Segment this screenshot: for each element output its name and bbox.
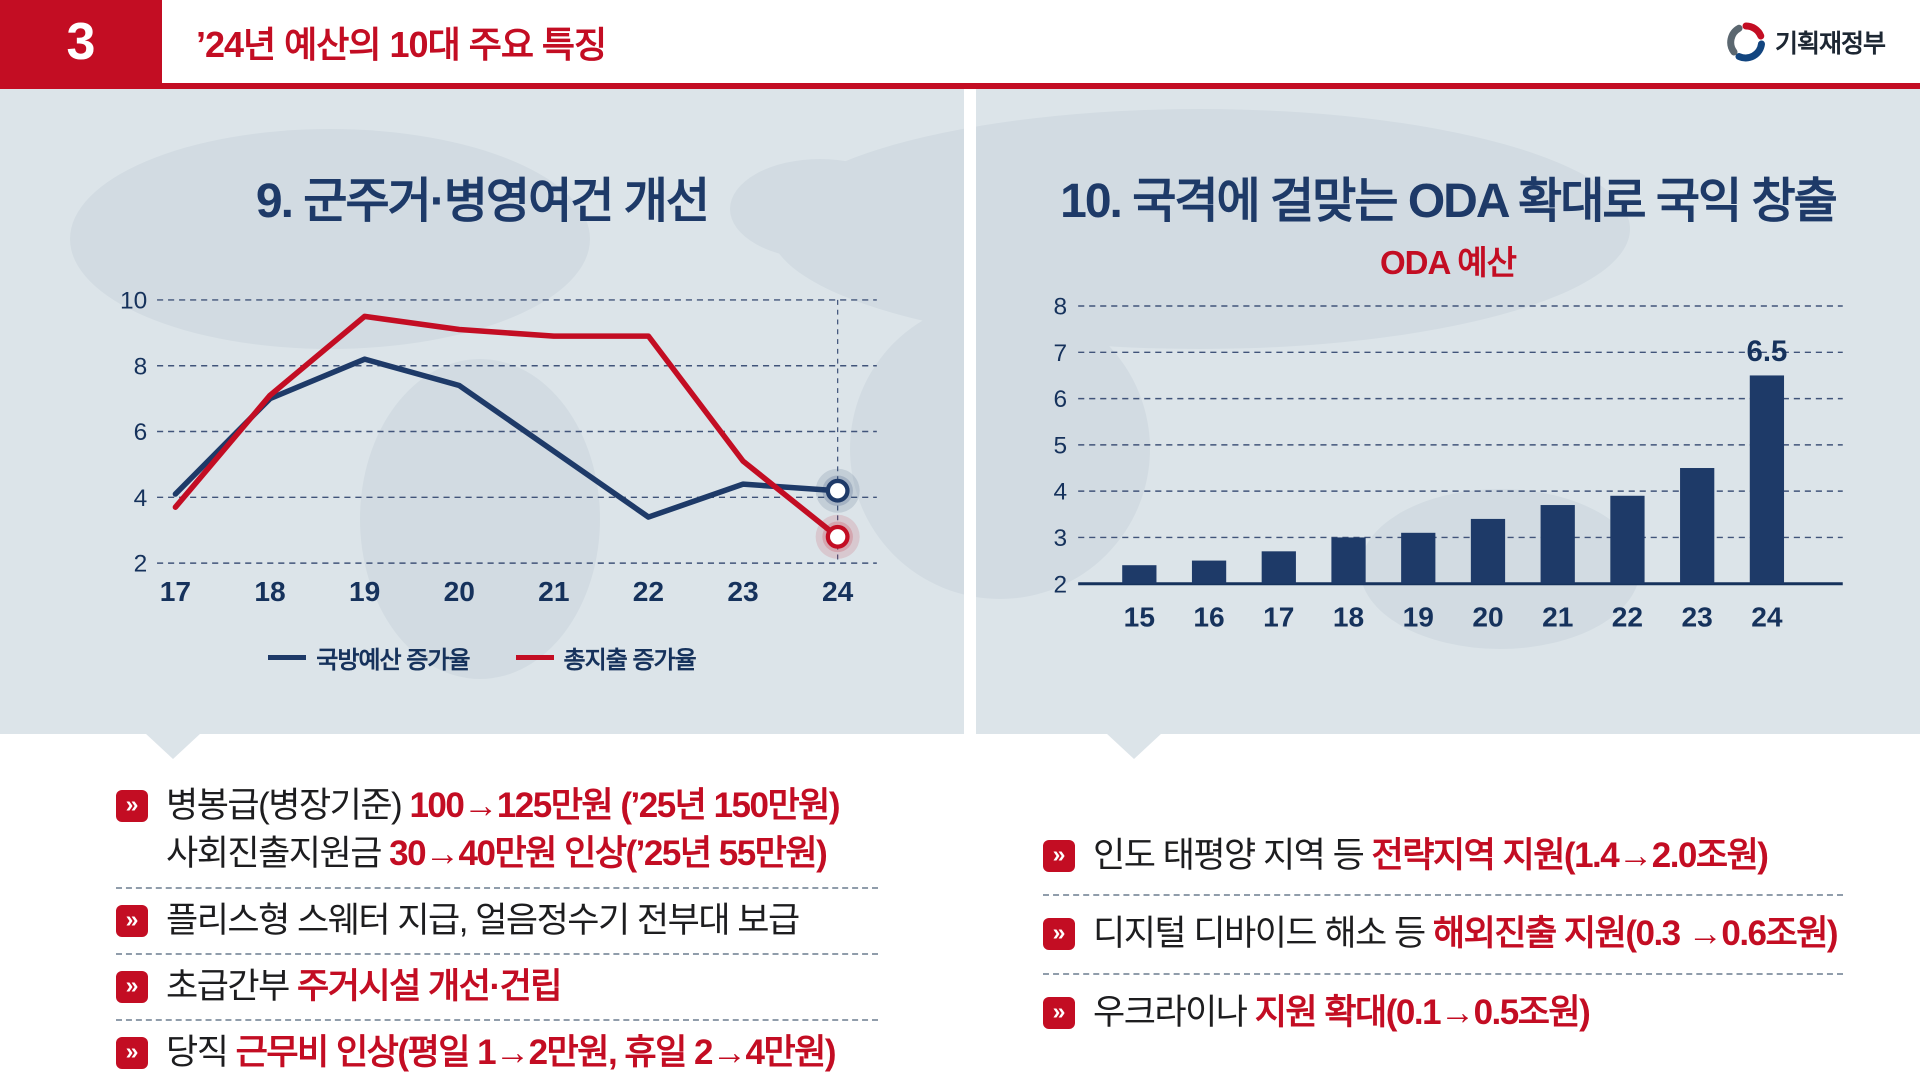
bullet-text: 우크라이나 지원 확대(0.1→0.5조원) <box>1093 989 1591 1037</box>
callout-tail-right-icon <box>1106 733 1162 759</box>
bullet-line: 플리스형 스웨터 지급, 얼음정수기 전부대 보급 <box>166 900 800 940</box>
bullet-line: 병봉급(병장기준) 100→125만원 (’25년 150만원) <box>166 786 841 825</box>
svg-text:2: 2 <box>1054 571 1068 598</box>
legend-item: 국방예산 증가율 <box>268 640 471 675</box>
svg-text:24: 24 <box>1751 602 1783 633</box>
bullet-line: 초급간부 주거시설 개선·건립 <box>166 966 563 1006</box>
svg-text:17: 17 <box>1263 602 1294 633</box>
slide-body: 9. 군주거·병영여건 개선 2 4 6 8 10 17 18 19 20 21 22 23 24 국방… <box>0 89 1920 1080</box>
bullet-line: 사회진출지원금 30→40만원 인상(’25년 55만원) <box>166 834 828 874</box>
bullet-line: 우크라이나 지원 확대(0.1→0.5조원) <box>1093 992 1591 1032</box>
bullet-text: 병봉급(병장기준) 100→125만원 (’25년 150만원) 사회진출지원금 … <box>166 782 841 879</box>
arrow-bullet-icon: » <box>1043 918 1075 951</box>
oda-chart-subtitle: ODA 예산 <box>1380 244 1517 281</box>
bullet-item: » 병봉급(병장기준) 100→125만원 (’25년 150만원) 사회진출지원금… <box>116 774 878 889</box>
svg-text:7: 7 <box>1054 340 1068 367</box>
left-bullet-list: » 병봉급(병장기준) 100→125만원 (’25년 150만원) 사회진출지원금… <box>116 774 878 1080</box>
bullet-text: 인도 태평양 지역 등 전략지역 지원(1.4→2.0조원) <box>1093 832 1769 880</box>
svg-text:18: 18 <box>254 576 285 607</box>
svg-text:18: 18 <box>1333 602 1364 633</box>
bullet-text: 디지털 디바이드 해소 등 해외진출 지원(0.3 →0.6조원) <box>1093 910 1839 958</box>
arrow-bullet-icon: » <box>1043 840 1075 872</box>
bullet-line: 당직 근무비 인상(평일 1→2만원, 휴일 2→4만원) <box>166 1033 837 1073</box>
slide-number-badge: 3 <box>0 0 162 83</box>
svg-text:3: 3 <box>1054 525 1068 552</box>
svg-text:21: 21 <box>538 576 569 607</box>
svg-text:23: 23 <box>727 576 758 607</box>
svg-text:19: 19 <box>349 576 380 607</box>
svg-text:23: 23 <box>1682 602 1713 633</box>
svg-text:10: 10 <box>120 288 147 315</box>
svg-text:24: 24 <box>822 576 854 607</box>
svg-text:21: 21 <box>1542 602 1573 633</box>
header-title: ’24년 예산의 10대 주요 특징 <box>196 23 607 65</box>
ministry-name: 기획재정부 <box>1774 29 1886 58</box>
bullet-item: » 초급간부 주거시설 개선·건립 <box>116 955 878 1022</box>
svg-text:2: 2 <box>134 551 148 578</box>
bullet-item: » 플리스형 스웨터 지급, 얼음정수기 전부대 보급 <box>116 889 878 955</box>
svg-text:19: 19 <box>1403 602 1434 633</box>
ministry-logo: 기획재정부 <box>1726 0 1886 83</box>
panel-divider <box>964 89 976 734</box>
svg-text:5: 5 <box>1054 432 1068 459</box>
bullet-line: 디지털 디바이드 해소 등 해외진출 지원(0.3 →0.6조원) <box>1093 914 1839 954</box>
left-panel-title: 9. 군주거·병영여건 개선 <box>255 175 710 228</box>
callout-tail-left-icon <box>145 733 201 759</box>
right-panel-title: 10. 국격에 걸맞는 ODA 확대로 국익 창출 <box>1060 175 1838 228</box>
svg-text:6.5: 6.5 <box>1746 335 1787 368</box>
svg-text:8: 8 <box>1054 294 1068 321</box>
right-bullet-list: » 인도 태평양 지역 등 전략지역 지원(1.4→2.0조원) » 디지털 디바이드… <box>1043 818 1843 1051</box>
svg-text:16: 16 <box>1193 602 1224 633</box>
header: 3 ’24년 예산의 10대 주요 특징 기획재정부 <box>0 0 1920 89</box>
legend-item: 총지출 증가율 <box>515 640 697 675</box>
bullet-text: 당직 근무비 인상(평일 1→2만원, 휴일 2→4만원) <box>166 1029 837 1077</box>
legend-label: 총지출 증가율 <box>563 647 697 674</box>
svg-text:20: 20 <box>1472 602 1503 633</box>
arrow-bullet-icon: » <box>116 904 148 937</box>
svg-text:6: 6 <box>134 419 148 446</box>
arrow-bullet-icon: » <box>116 790 148 822</box>
legend-line-swatch <box>515 655 554 660</box>
bullet-item: » 인도 태평양 지역 등 전략지역 지원(1.4→2.0조원) <box>1043 818 1843 897</box>
svg-text:22: 22 <box>1612 602 1643 633</box>
svg-text:6: 6 <box>1054 386 1068 413</box>
header-divider <box>0 83 1920 89</box>
bullet-item: » 당직 근무비 인상(평일 1→2만원, 휴일 2→4만원) <box>116 1021 878 1080</box>
svg-text:20: 20 <box>444 576 475 607</box>
slide-number: 3 <box>66 12 96 71</box>
bullet-item: » 디지털 디바이드 해소 등 해외진출 지원(0.3 →0.6조원) <box>1043 896 1843 975</box>
korea-gov-emblem-icon <box>1727 22 1765 61</box>
arrow-bullet-icon: » <box>116 1037 148 1070</box>
svg-text:15: 15 <box>1124 602 1155 633</box>
bullet-line: 인도 태평양 지역 등 전략지역 지원(1.4→2.0조원) <box>1093 836 1769 875</box>
arrow-bullet-icon: » <box>1043 996 1075 1029</box>
svg-text:4: 4 <box>134 485 148 512</box>
world-map-background <box>70 109 1640 679</box>
arrow-bullet-icon: » <box>116 970 148 1003</box>
bullet-text: 플리스형 스웨터 지급, 얼음정수기 전부대 보급 <box>166 897 800 945</box>
bullet-text: 초급간부 주거시설 개선·건립 <box>166 963 563 1011</box>
legend-label: 국방예산 증가율 <box>316 647 470 674</box>
bullet-item: » 우크라이나 지원 확대(0.1→0.5조원) <box>1043 975 1843 1051</box>
svg-text:22: 22 <box>633 576 664 607</box>
svg-text:4: 4 <box>1054 479 1068 506</box>
line-chart-legend: 국방예산 증가율 총지출 증가율 <box>0 640 964 675</box>
svg-text:17: 17 <box>160 576 191 607</box>
chart-section: 9. 군주거·병영여건 개선 2 4 6 8 10 17 18 19 20 21 22 23 24 국방… <box>0 89 1920 734</box>
svg-text:8: 8 <box>134 353 148 380</box>
details-section: » 병봉급(병장기준) 100→125만원 (’25년 150만원) 사회진출지원금… <box>0 734 1920 1080</box>
legend-line-swatch <box>268 655 307 660</box>
